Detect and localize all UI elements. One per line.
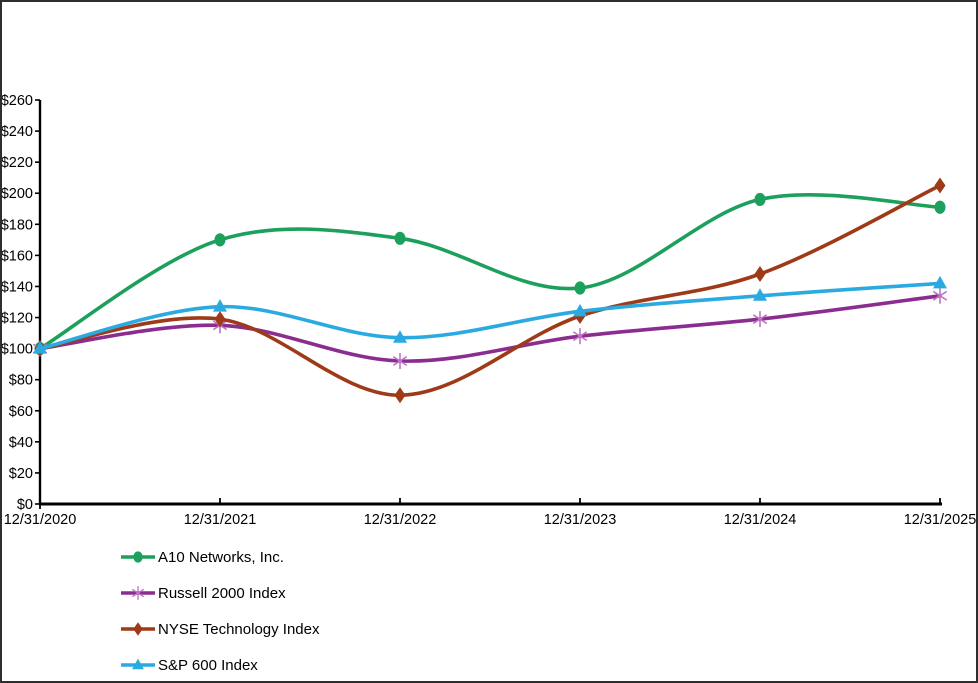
- circle-marker: [394, 231, 406, 245]
- triangle-marker: [33, 341, 47, 354]
- y-axis-tick-label: $240: [2, 124, 33, 140]
- legend-label: A10 Networks, Inc.: [158, 548, 284, 566]
- legend-swatch: [121, 551, 155, 563]
- asterisk-marker: [932, 290, 948, 301]
- triangle-marker: [213, 299, 227, 312]
- diamond-marker: [214, 311, 226, 328]
- x-axis-tick-label: 12/31/2020: [4, 512, 77, 528]
- triangle-marker: [573, 303, 587, 317]
- circle-marker: [934, 200, 946, 214]
- y-axis-tick-label: $40: [9, 435, 33, 451]
- y-axis-tick-label: $160: [2, 248, 33, 264]
- diamond-marker: [394, 387, 406, 404]
- x-axis-tick-label: 12/31/2024: [724, 512, 797, 528]
- circle-marker: [214, 233, 226, 247]
- asterisk-marker: [752, 314, 768, 325]
- x-axis-tick-label: 12/31/2023: [544, 512, 617, 528]
- triangle-marker: [753, 288, 767, 301]
- series-line-1: [38, 294, 942, 363]
- y-axis-tick-label: $120: [2, 311, 33, 327]
- diamond-marker: [754, 266, 766, 283]
- y-axis-tick-label: $180: [2, 217, 33, 233]
- legend-swatch: [121, 658, 155, 670]
- legend-label: S&P 600 Index: [158, 656, 258, 674]
- legend-item-2: NYSE Technology Index: [120, 611, 320, 647]
- y-axis-tick-label: $100: [2, 342, 33, 358]
- asterisk-marker: [131, 588, 145, 598]
- y-axis-tick-label: $260: [2, 93, 33, 109]
- legend-label: NYSE Technology Index: [158, 620, 320, 638]
- x-axis-tick-label: 12/31/2021: [184, 512, 257, 528]
- y-axis-tick-label: $20: [9, 466, 33, 482]
- legend-item-3: S&P 600 Index: [120, 647, 320, 681]
- series-line-2: [38, 183, 942, 398]
- circle-marker: [133, 551, 143, 563]
- legend-label: Russell 2000 Index: [158, 584, 286, 602]
- x-axis-tick-label: 12/31/2022: [364, 512, 437, 528]
- chart-legend: A10 Networks, Inc. Russell 2000 Index NYSE…: [120, 539, 320, 681]
- asterisk-marker: [392, 356, 408, 367]
- circle-marker: [754, 192, 766, 207]
- triangle-marker: [933, 275, 947, 289]
- legend-item-1: Russell 2000 Index: [120, 575, 320, 611]
- y-axis-tick-label: $60: [9, 404, 33, 420]
- diamond-marker: [133, 622, 143, 636]
- legend-swatch: [121, 622, 155, 636]
- triangle-marker: [393, 330, 407, 343]
- asterisk-marker: [572, 331, 588, 342]
- legend-swatch: [121, 586, 155, 600]
- series-line-0: [38, 193, 942, 351]
- legend-item-0: A10 Networks, Inc.: [120, 539, 320, 575]
- performance-line-chart: $0 $20 $40 $60 $80 $100 $120 $140 $160 $180 $200 $2…: [2, 93, 976, 528]
- y-axis-tick-label: $200: [2, 186, 33, 202]
- x-axis-tick-label: 12/31/2025: [904, 512, 976, 528]
- series-line-3: [38, 281, 942, 351]
- y-axis-tick-label: $140: [2, 279, 33, 295]
- triangle-marker: [132, 658, 144, 670]
- y-axis-tick-label: $80: [9, 373, 33, 389]
- circle-marker: [574, 281, 586, 295]
- y-axis-tick-label: $220: [2, 155, 33, 171]
- y-axis-tick-label: $0: [17, 497, 33, 513]
- diamond-marker: [934, 177, 946, 194]
